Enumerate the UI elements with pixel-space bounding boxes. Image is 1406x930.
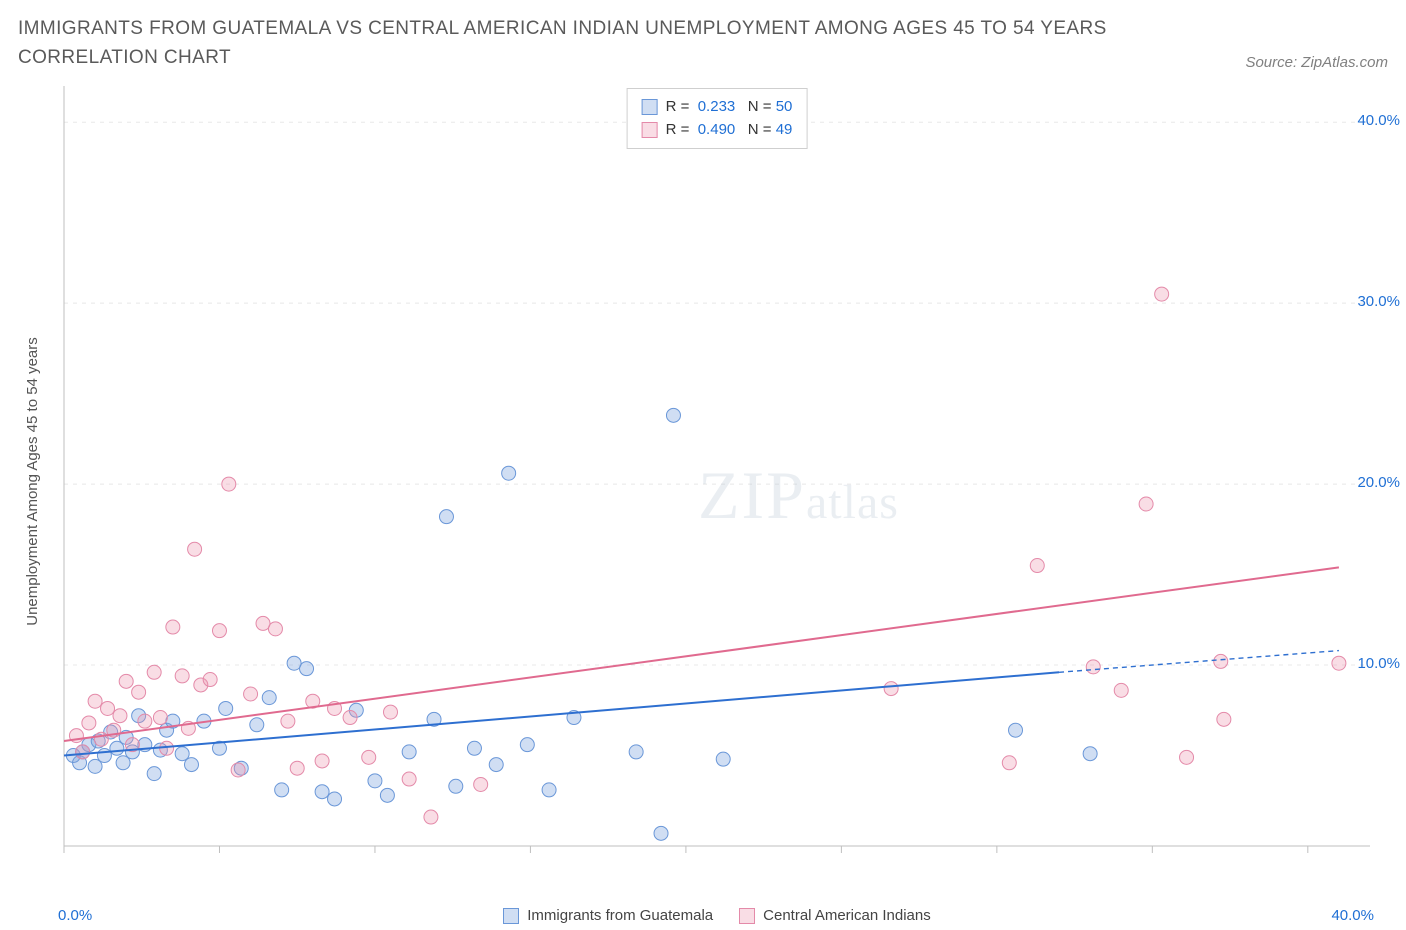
swatch-guatemala-bottom: [503, 908, 519, 924]
correlation-metrics-cai: R = 0.490 N = 49: [666, 118, 793, 141]
series-legend: Immigrants from Guatemala Central Americ…: [58, 907, 1376, 924]
plot-area: R = 0.233 N = 50 R = 0.490 N = 49 ZIPatl…: [58, 86, 1376, 876]
y-tick-label: 10.0%: [1357, 655, 1400, 672]
correlation-metrics-guatemala: R = 0.233 N = 50: [666, 95, 793, 118]
swatch-cai-bottom: [739, 908, 755, 924]
correlation-legend-row-guatemala: R = 0.233 N = 50: [642, 95, 793, 118]
y-tick-label: 30.0%: [1357, 293, 1400, 310]
y-tick-label: 20.0%: [1357, 474, 1400, 491]
y-axis-label-container: Unemployment Among Ages 45 to 54 years: [22, 86, 42, 876]
chart-svg: [58, 86, 1376, 876]
correlation-legend: R = 0.233 N = 50 R = 0.490 N = 49: [627, 88, 808, 149]
series-legend-label-cai: Central American Indians: [763, 907, 931, 924]
header: IMMIGRANTS FROM GUATEMALA VS CENTRAL AME…: [18, 14, 1388, 73]
correlation-legend-row-cai: R = 0.490 N = 49: [642, 118, 793, 141]
y-axis-label: Unemployment Among Ages 45 to 54 years: [24, 337, 41, 626]
source-attribution: Source: ZipAtlas.com: [1245, 54, 1388, 71]
swatch-cai: [642, 122, 658, 138]
series-legend-label-guatemala: Immigrants from Guatemala: [527, 907, 713, 924]
y-tick-label: 40.0%: [1357, 112, 1400, 129]
series-legend-item-guatemala: Immigrants from Guatemala: [503, 907, 713, 924]
swatch-guatemala: [642, 99, 658, 115]
series-legend-item-cai: Central American Indians: [739, 907, 931, 924]
chart-title: IMMIGRANTS FROM GUATEMALA VS CENTRAL AME…: [18, 14, 1138, 73]
